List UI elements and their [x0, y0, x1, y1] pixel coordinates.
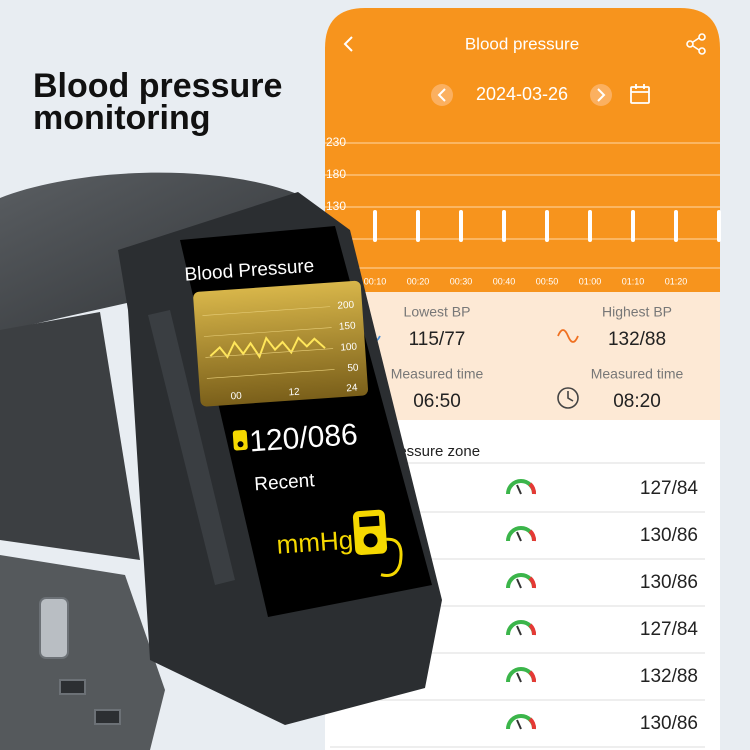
- gauge-icon: [506, 479, 536, 495]
- gauge-icon: [506, 620, 536, 636]
- side-button: [148, 310, 235, 585]
- monitor-icon: [352, 509, 403, 577]
- watch-grid-line: [205, 348, 334, 358]
- stat-label: Measured time: [391, 366, 484, 382]
- zone-value: 130/86: [640, 572, 698, 593]
- x-tick-label: 00:40: [493, 276, 516, 286]
- watch-x-tick-label: 00: [230, 391, 242, 403]
- zone-value: 132/88: [640, 666, 698, 687]
- gauge-icon: [506, 714, 536, 730]
- lower-strap: [0, 555, 165, 750]
- x-tick-label: 01:10: [622, 276, 645, 286]
- zone-value: 130/86: [640, 713, 698, 734]
- clock-icon: [557, 387, 579, 409]
- gauge-red: [528, 623, 536, 636]
- gauge-needle: [516, 672, 522, 683]
- zone-value: 127/84: [640, 619, 699, 640]
- stat-value: 115/77: [409, 329, 466, 350]
- x-tick-label: 00:50: [536, 276, 559, 286]
- watch-ui: Blood Pressure 120/086 Recent mmHg 20015…: [184, 256, 403, 577]
- gauge-red: [528, 529, 536, 542]
- zone-value: 130/86: [640, 525, 698, 546]
- watch-grid-line: [206, 369, 335, 379]
- gauge-red: [528, 482, 536, 495]
- stat-label: Lowest BP: [404, 304, 471, 320]
- stats: Lowest BP 115/77 Highest BP 132/88 Measured …: [391, 304, 684, 412]
- gauge-needle: [516, 531, 522, 542]
- headline-line: Blood pressure: [33, 67, 282, 105]
- stat-value: 08:20: [613, 391, 661, 412]
- y-tick-label: 130: [326, 199, 346, 213]
- watch: Blood Pressure 120/086 Recent mmHg 20015…: [0, 172, 442, 750]
- watch-y-tick-label: 100: [340, 341, 358, 353]
- stat-value: 06:50: [413, 391, 461, 412]
- x-tick-label: 00:20: [407, 276, 430, 286]
- x-tick-label: 01:20: [665, 276, 688, 286]
- next-date-button[interactable]: [590, 84, 612, 106]
- watch-unit: mmHg: [276, 525, 354, 560]
- calendar-button[interactable]: [630, 84, 650, 104]
- gauge-red: [528, 576, 536, 589]
- watch-x-tick-label: 12: [288, 387, 300, 399]
- watch-y-tick-label: 50: [347, 362, 359, 374]
- reading-icon: [232, 429, 248, 451]
- watch-x-tick-label: 24: [346, 383, 358, 395]
- x-tick-label: 00:10: [364, 276, 387, 286]
- watch-y-tick-label: 200: [337, 300, 355, 312]
- watch-grid-line: [203, 327, 332, 337]
- share-button[interactable]: [686, 33, 706, 55]
- stat-label: Measured time: [591, 366, 684, 382]
- stat-label: Highest BP: [602, 304, 672, 320]
- zone-value: 127/84: [640, 478, 699, 499]
- gauge-red: [528, 670, 536, 683]
- back-button[interactable]: [343, 36, 353, 52]
- high-icon: [557, 329, 579, 343]
- watch-recent: Recent: [254, 470, 316, 495]
- gauge-needle: [516, 719, 522, 730]
- strap-inner: [0, 312, 140, 560]
- headline-line: monitoring: [33, 99, 211, 137]
- y-tick-label: 230: [326, 135, 346, 149]
- gauge-icon: [506, 573, 536, 589]
- watch-y-tick-label: 150: [339, 321, 357, 333]
- gauge-needle: [516, 625, 522, 636]
- date: 2024-03-26: [476, 84, 568, 104]
- watch-wave: [209, 336, 326, 359]
- gauge-red: [528, 717, 536, 730]
- app-header: [325, 8, 720, 292]
- watch-grid-line: [202, 306, 331, 316]
- prev-date-button[interactable]: [431, 84, 453, 106]
- gauge-needle: [516, 484, 522, 495]
- x-tick-label: 00:30: [450, 276, 473, 286]
- gauge-icon: [506, 667, 536, 683]
- y-tick-label: 180: [326, 167, 346, 181]
- gauge-needle: [516, 578, 522, 589]
- gauge-icon: [506, 526, 536, 542]
- watch-reading: 120/086: [248, 418, 358, 458]
- app-title: Blood pressure: [465, 34, 579, 53]
- buckle: [39, 597, 121, 725]
- zone-title: pressure zone: [385, 443, 480, 460]
- x-tick-label: 01:00: [579, 276, 602, 286]
- stat-value: 132/88: [608, 329, 666, 350]
